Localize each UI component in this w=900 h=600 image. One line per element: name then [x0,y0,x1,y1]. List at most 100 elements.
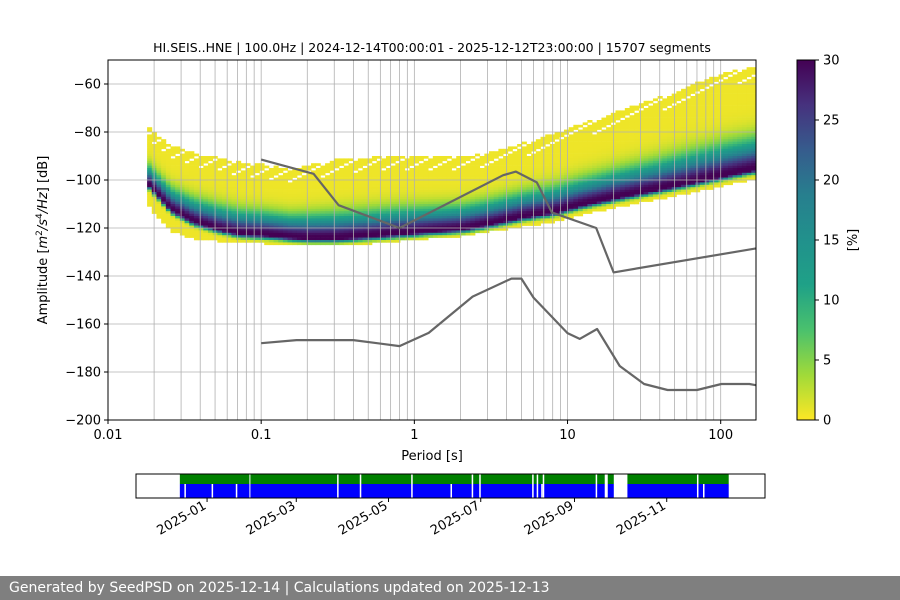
heatmap-cell [620,124,626,128]
heatmap-cell [695,182,701,186]
heatmap-cell [353,196,359,200]
heatmap-cell [451,204,457,207]
heatmap-cell [371,175,378,178]
heatmap-cell [732,146,738,150]
heatmap-cell [498,151,504,154]
heatmap-cell [259,237,265,241]
heatmap-cell [193,232,200,236]
heatmap-cell [385,225,392,229]
heatmap-cell [259,230,265,234]
heatmap-cell [741,117,748,121]
heatmap-cell [250,208,256,212]
heatmap-cell [198,192,204,195]
heatmap-cell [320,199,326,202]
heatmap-cell [198,189,204,193]
heatmap-cell [507,194,513,198]
heatmap-cell [723,132,729,135]
heatmap-cell [161,189,167,193]
heatmap-cell [503,201,509,205]
heatmap-cell [376,165,382,169]
heatmap-cell [545,146,551,150]
heatmap-cell [193,163,200,166]
heatmap-cell [676,148,682,152]
heatmap-cell [559,208,565,212]
heatmap-cell [732,110,738,114]
heatmap-cell [306,175,312,178]
heatmap-cell [423,237,429,241]
heatmap-cell [254,175,260,178]
heatmap-cell [643,100,649,104]
heatmap-cell [400,180,406,183]
heatmap-cell [184,216,190,219]
heatmap-cell [751,86,756,90]
heatmap-cell [367,242,373,246]
heatmap-cell [582,148,588,152]
heatmap-cell [170,201,176,205]
heatmap-cell [601,170,607,174]
heatmap-cell [292,192,298,195]
heatmap-cell [236,235,242,238]
heatmap-cell [601,192,607,195]
heatmap-cell [573,213,579,217]
heatmap-cell [465,208,471,212]
heatmap-cell [222,235,228,238]
heatmap-cell [474,204,481,207]
heatmap-cell [207,175,214,178]
heatmap-cell [264,194,270,198]
heatmap-cell [175,206,181,210]
heatmap-cell [695,189,701,193]
heatmap-cell [676,160,682,164]
heatmap-cell [667,103,673,106]
heatmap-cell [606,163,612,166]
heatmap-cell [648,134,654,138]
heatmap-cell [418,163,424,166]
heatmap-cell [334,170,340,174]
heatmap-cell [470,211,476,214]
heatmap-cell [643,168,649,171]
heatmap-cell [535,144,541,147]
heatmap-cell [245,218,251,222]
heatmap-cell [601,177,607,181]
heatmap-cell [156,213,162,217]
heatmap-cell [217,177,223,181]
timeline-tick-label: 2025-11 [614,498,669,538]
heatmap-cell [498,170,504,174]
heatmap-cell [189,182,195,186]
heatmap-cell [353,189,359,193]
heatmap-cell [746,72,752,75]
heatmap-cell [329,237,335,241]
heatmap-cell [681,103,687,106]
heatmap-cell [259,218,265,222]
heatmap-cell [451,223,457,226]
heatmap-cell [273,172,279,176]
heatmap-cell [236,165,242,169]
heatmap-cell [573,175,579,178]
heatmap-cell [498,172,504,176]
heatmap-cell [222,160,228,164]
heatmap-cell [226,170,232,174]
heatmap-cell [446,204,452,207]
heatmap-cell [147,134,153,138]
heatmap-cell [306,232,312,236]
heatmap-cell [746,91,752,94]
heatmap-cell [507,201,513,205]
heatmap-cell [685,172,691,176]
heatmap-cell [367,240,373,243]
heatmap-cell [222,213,228,217]
heatmap-cell [437,196,443,200]
heatmap-cell [751,67,756,70]
heatmap-cell [699,165,705,169]
noise-model-line-2 [261,277,756,392]
heatmap-cell [367,196,373,200]
heatmap-cell [175,156,181,159]
heatmap-cell [587,189,593,193]
heatmap-cell [535,201,541,205]
heatmap-cell [311,220,317,224]
heatmap-cell [240,237,246,241]
heatmap-cell [526,184,532,188]
heatmap-cell [657,172,663,176]
heatmap-cell [217,165,223,169]
heatmap-cell [334,235,340,238]
heatmap-cell [465,177,471,181]
heatmap-cell [418,189,424,193]
